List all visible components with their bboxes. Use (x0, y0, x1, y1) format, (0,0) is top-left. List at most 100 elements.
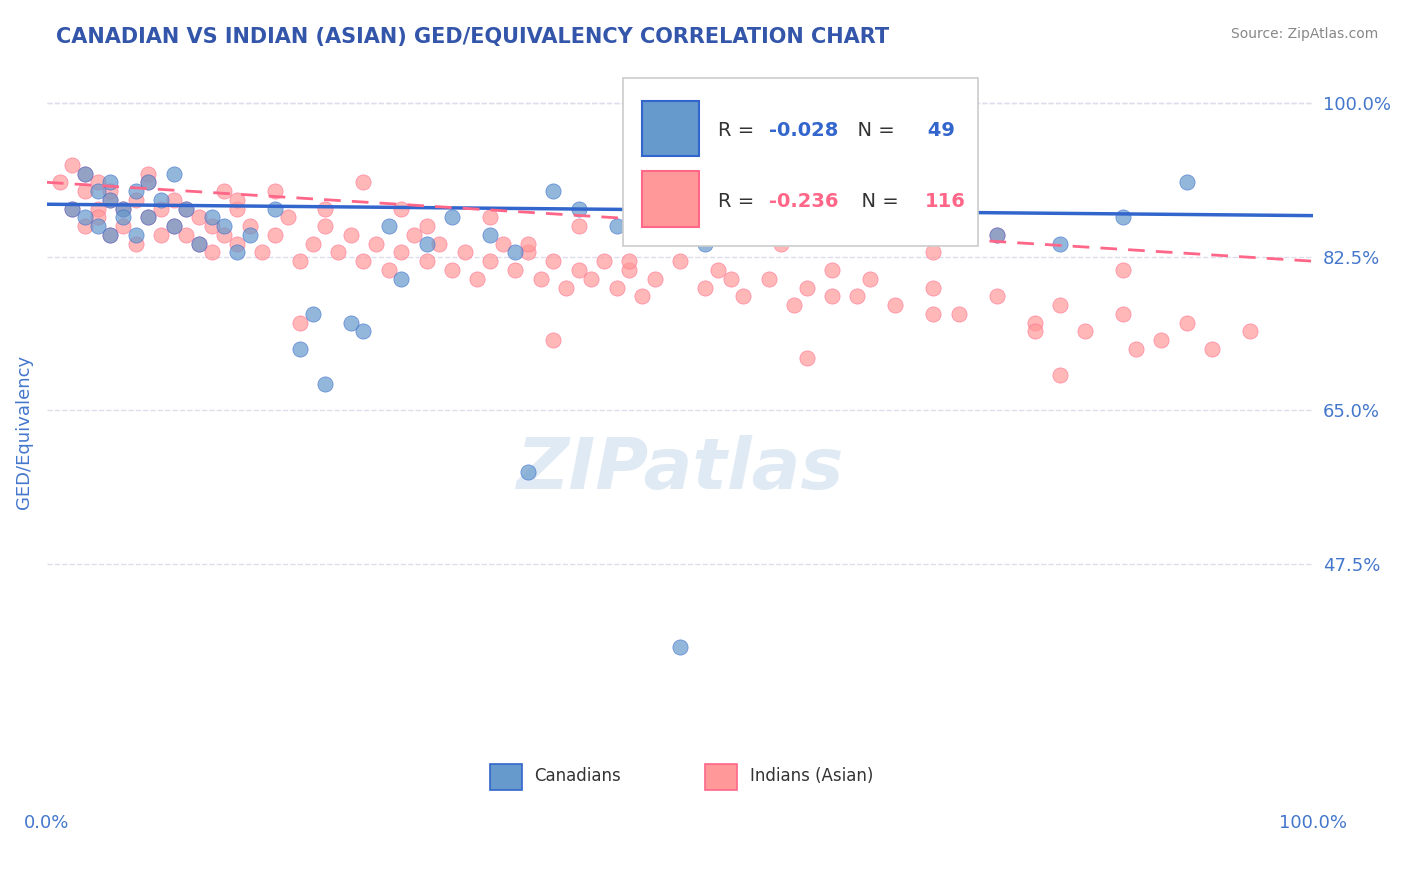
Point (467, 271, 489, 285)
Point (416, 254, 439, 268)
Point (60, 202, 83, 216)
Point (212, 184, 235, 198)
Text: ZIPatlas: ZIPatlas (516, 435, 844, 504)
Point (783, 298, 806, 312)
Point (1112, 211, 1135, 225)
Point (187, 211, 209, 225)
Point (391, 202, 413, 216)
Point (517, 236, 540, 251)
Point (644, 271, 666, 285)
Point (846, 289, 869, 303)
Point (1024, 324, 1046, 338)
Point (149, 202, 172, 216)
Point (73, 167, 96, 181)
Point (1049, 368, 1071, 383)
Point (98, 175, 121, 189)
FancyBboxPatch shape (623, 78, 977, 246)
Point (98, 193, 121, 207)
Point (136, 175, 159, 189)
Point (631, 289, 654, 303)
Point (1074, 324, 1097, 338)
Point (479, 227, 502, 242)
Point (60, 202, 83, 216)
Point (1112, 307, 1135, 321)
Point (98, 227, 121, 242)
Point (530, 271, 553, 285)
Point (98, 193, 121, 207)
Point (986, 227, 1008, 242)
Point (200, 211, 222, 225)
Point (416, 219, 439, 234)
Point (73, 219, 96, 234)
Point (98, 227, 121, 242)
Point (454, 245, 477, 260)
Point (263, 227, 285, 242)
Point (1125, 342, 1147, 356)
Point (796, 227, 818, 242)
Point (149, 193, 172, 207)
Point (555, 280, 578, 294)
Point (543, 254, 565, 268)
Point (669, 640, 692, 654)
Point (225, 193, 247, 207)
Point (821, 289, 844, 303)
Point (986, 227, 1008, 242)
Point (225, 236, 247, 251)
Point (391, 271, 413, 285)
Point (288, 254, 311, 268)
Point (124, 193, 146, 207)
Point (922, 245, 945, 260)
Text: 49: 49 (921, 121, 955, 140)
Point (378, 219, 401, 234)
Point (225, 202, 247, 216)
FancyBboxPatch shape (706, 764, 737, 789)
Point (505, 263, 527, 277)
Point (821, 263, 844, 277)
Point (479, 211, 502, 225)
Point (922, 307, 945, 321)
Point (669, 254, 692, 268)
Point (416, 236, 439, 251)
Point (543, 184, 565, 198)
Point (225, 245, 247, 260)
Point (86, 184, 108, 198)
Text: -0.028: -0.028 (769, 121, 838, 140)
Point (543, 333, 565, 347)
Point (111, 219, 134, 234)
Point (391, 245, 413, 260)
Point (821, 211, 844, 225)
Point (301, 236, 323, 251)
Point (111, 211, 134, 225)
Point (707, 263, 730, 277)
Point (200, 245, 222, 260)
Point (187, 236, 209, 251)
Point (1049, 236, 1071, 251)
Text: CANADIAN VS INDIAN (ASIAN) GED/EQUIVALENCY CORRELATION CHART: CANADIAN VS INDIAN (ASIAN) GED/EQUIVALEN… (56, 27, 890, 46)
Point (301, 307, 323, 321)
Point (568, 202, 591, 216)
Point (581, 271, 603, 285)
Point (136, 211, 159, 225)
Point (60, 158, 83, 172)
Point (770, 236, 793, 251)
Point (353, 254, 375, 268)
Point (429, 236, 451, 251)
Point (353, 324, 375, 338)
Point (86, 211, 108, 225)
Point (288, 316, 311, 330)
Point (505, 245, 527, 260)
Point (73, 184, 96, 198)
Point (162, 219, 184, 234)
Point (479, 254, 502, 268)
Point (250, 245, 273, 260)
Point (98, 184, 121, 198)
Text: Indians (Asian): Indians (Asian) (749, 767, 873, 785)
Point (353, 175, 375, 189)
Point (619, 254, 641, 268)
Point (378, 263, 401, 277)
Point (720, 271, 742, 285)
Point (212, 219, 235, 234)
Point (263, 202, 285, 216)
Point (441, 211, 464, 225)
Point (149, 227, 172, 242)
